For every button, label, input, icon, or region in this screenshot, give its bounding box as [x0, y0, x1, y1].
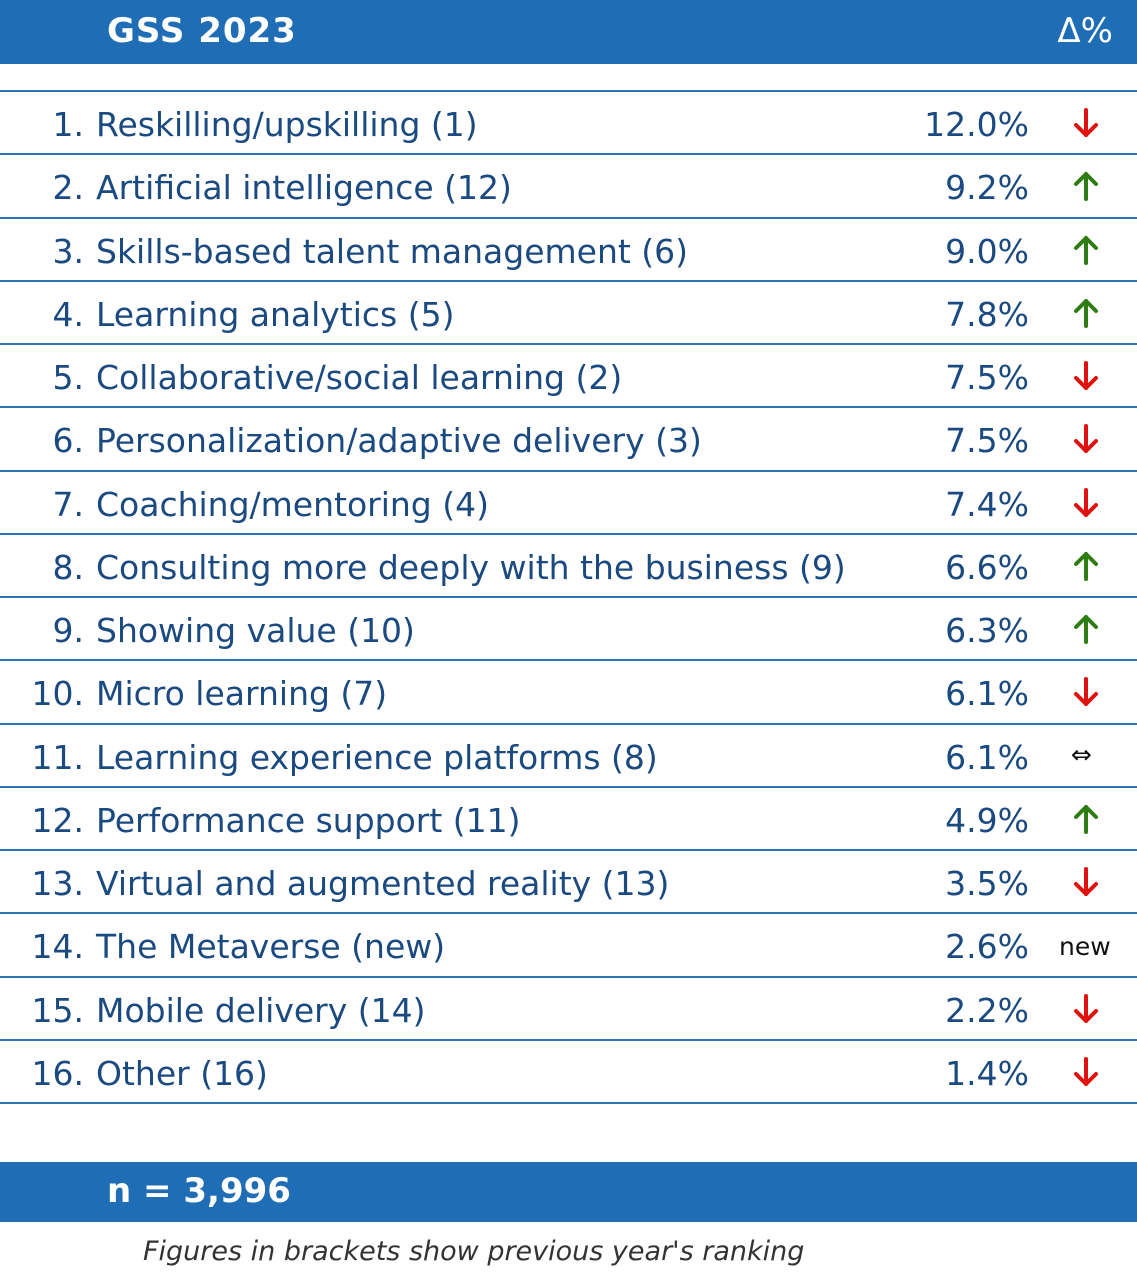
table-header: GSS 2023 Δ% [0, 0, 1137, 64]
row-rank: 11. [31, 737, 84, 777]
table-row: 1. Reskilling/upskilling (1) 12.0% [0, 90, 1137, 153]
row-label: Learning experience platforms (8) [96, 737, 658, 777]
arrow-down-icon [1074, 1056, 1098, 1086]
row-rank: 10. [31, 674, 84, 714]
row-label: Showing value (10) [96, 611, 415, 650]
arrow-up-icon [1074, 551, 1098, 581]
arrow-down-icon [1074, 361, 1098, 390]
row-value: 6.1% [945, 737, 1029, 777]
row-value: 3.5% [945, 864, 1029, 903]
row-label: Personalization/adaptive delivery (3) [96, 421, 702, 461]
row-rank: 5. [52, 358, 85, 397]
table-row: 15. Mobile delivery (14) 2.2% [0, 975, 1137, 1039]
row-value: 2.6% [945, 927, 1029, 967]
table-row: 8. Consulting more deeply with the busine… [0, 532, 1137, 596]
arrow-up-icon [1074, 235, 1098, 265]
row-value: 1.4% [945, 1053, 1029, 1093]
row-value: 6.1% [945, 674, 1029, 714]
row-value: 6.3% [945, 611, 1029, 650]
ranking-table: 1. Reskilling/upskilling (1) 12.0% 2. Artifi… [0, 90, 1137, 1104]
table-row: 12. Performance support (11) 4.9% [0, 785, 1137, 849]
row-rank: 8. [52, 547, 85, 587]
row-rank: 6. [52, 421, 85, 461]
row-value: 6.6% [945, 547, 1029, 587]
row-label: Virtual and augmented reality (13) [96, 864, 670, 903]
arrow-down-icon [1074, 867, 1098, 896]
table-row: 14. The Metaverse (new) 2.6% new [0, 912, 1137, 975]
arrow-down-icon [1074, 677, 1098, 707]
row-label: Learning analytics (5) [96, 294, 455, 334]
arrow-down-icon [1074, 487, 1098, 517]
arrow-up-icon [1074, 298, 1098, 328]
table-row: 10. Micro learning (7) 6.1% [0, 659, 1137, 722]
no-change-icon: ⇔ [1071, 739, 1092, 769]
table-row: 13. Virtual and augmented reality (13) 3.5… [0, 849, 1137, 912]
row-value: 2.2% [945, 990, 1029, 1030]
row-value: 7.4% [945, 484, 1029, 524]
row-label: Collaborative/social learning (2) [96, 358, 623, 397]
arrow-down-icon [1074, 108, 1098, 137]
row-rank: 14. [31, 927, 84, 967]
row-rank: 12. [31, 800, 84, 840]
row-label: Other (16) [96, 1053, 268, 1093]
new-badge: new [1059, 932, 1111, 962]
table-row: 4. Learning analytics (5) 7.8% [0, 279, 1137, 343]
row-label: Mobile delivery (14) [96, 990, 426, 1030]
row-value: 9.2% [945, 168, 1029, 208]
row-value: 9.0% [945, 231, 1029, 271]
row-rank: 13. [31, 864, 84, 903]
row-rank: 2. [52, 168, 85, 208]
row-label: Micro learning (7) [96, 674, 388, 714]
table-row: 16. Other (16) 1.4% [0, 1038, 1137, 1104]
row-label: The Metaverse (new) [96, 927, 446, 967]
arrow-down-icon [1074, 993, 1098, 1023]
row-value: 7.5% [945, 358, 1029, 397]
footnote: Figures in brackets show previous year's… [143, 1236, 805, 1267]
arrow-down-icon [1074, 424, 1098, 454]
row-rank: 3. [52, 231, 85, 271]
table-row: 5. Collaborative/social learning (2) 7.5% [0, 343, 1137, 406]
table-row: 3. Skills-based talent management (6) 9.0% [0, 216, 1137, 280]
row-rank: 1. [52, 105, 85, 144]
row-value: 4.9% [945, 800, 1029, 840]
row-label: Reskilling/upskilling (1) [96, 105, 478, 144]
row-rank: 7. [52, 484, 85, 524]
delta-column-label: Δ% [1057, 11, 1113, 51]
sample-size-label: n = 3,996 [107, 1171, 291, 1211]
row-label: Artificial intelligence (12) [96, 168, 512, 208]
row-label: Skills-based talent management (6) [96, 231, 689, 271]
row-value: 7.5% [945, 421, 1029, 461]
row-label: Performance support (11) [96, 800, 521, 840]
arrow-up-icon [1074, 615, 1098, 644]
row-rank: 15. [31, 990, 84, 1030]
row-label: Consulting more deeply with the business… [96, 547, 846, 587]
row-label: Coaching/mentoring (4) [96, 484, 489, 524]
arrow-up-icon [1074, 804, 1098, 834]
arrow-up-icon [1074, 172, 1098, 202]
table-row: 7. Coaching/mentoring (4) 7.4% [0, 469, 1137, 533]
row-value: 7.8% [945, 294, 1029, 334]
row-rank: 16. [31, 1053, 84, 1093]
table-row: 11. Learning experience platforms (8) 6.1%… [0, 722, 1137, 786]
row-rank: 9. [52, 611, 85, 650]
table-row: 2. Artificial intelligence (12) 9.2% [0, 153, 1137, 216]
table-row: 9. Showing value (10) 6.3% [0, 596, 1137, 659]
row-rank: 4. [52, 294, 85, 334]
header-title: GSS 2023 [107, 11, 297, 51]
table-row: 6. Personalization/adaptive delivery (3) 7… [0, 406, 1137, 469]
sample-size-bar: n = 3,996 [0, 1162, 1137, 1222]
row-value: 12.0% [924, 105, 1029, 144]
